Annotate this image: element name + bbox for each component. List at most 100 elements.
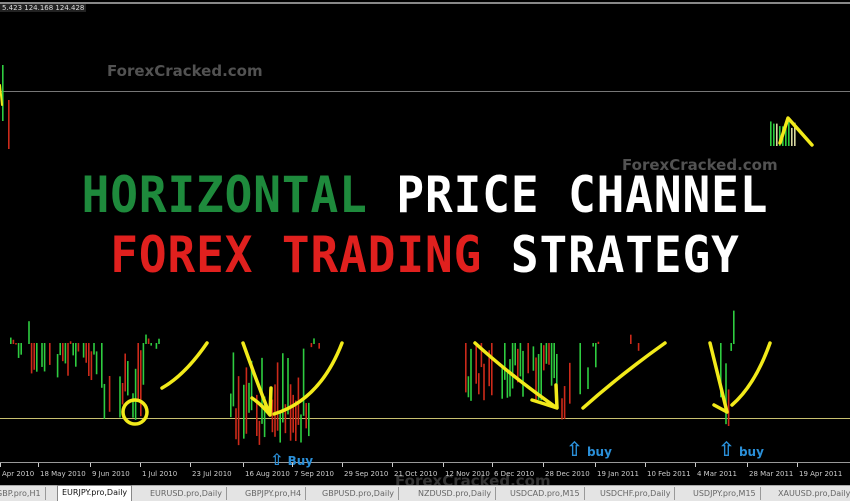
chart-tab[interactable]: USDJPY.pro,M15 (693, 487, 761, 500)
candle (142, 343, 145, 385)
candle (103, 383, 106, 419)
candle (511, 343, 514, 389)
candle (41, 343, 43, 367)
chart-tab[interactable]: GBPUSD.pro,Daily (322, 487, 400, 500)
headline-white-text: STRATEGY (510, 226, 740, 284)
time-axis-tick (140, 463, 141, 467)
price-chart[interactable] (0, 0, 850, 462)
candle (256, 394, 258, 436)
candle (300, 414, 302, 443)
candle (56, 354, 59, 378)
time-axis-tick (243, 463, 244, 467)
candle (274, 384, 276, 437)
chart-tab[interactable]: GBPJPY.pro,H4 (245, 487, 307, 500)
candle (773, 123, 775, 146)
candle (527, 343, 529, 374)
watermark: ForexCracked.com (107, 62, 263, 80)
time-axis-tick (797, 463, 798, 467)
candle (132, 393, 134, 418)
candle (465, 343, 467, 393)
candle (537, 353, 540, 400)
candle (121, 382, 124, 405)
time-axis-label: 4 Mar 2011 (697, 470, 737, 478)
candle (235, 408, 237, 440)
candle (95, 351, 98, 375)
candle (483, 363, 485, 401)
candle (305, 403, 307, 429)
chart-tab[interactable]: USDCHF.pro,Daily (600, 487, 676, 500)
candle (302, 348, 305, 416)
arrow-up-outline-icon: ⇧ (566, 437, 583, 461)
candle (8, 100, 10, 149)
candle (733, 310, 735, 344)
chart-tab[interactable]: EURJPY.pro,Daily (57, 485, 133, 501)
time-axis-tick (0, 463, 1, 467)
time-axis-label: 10 Feb 2011 (647, 470, 691, 478)
headline-line-1: HORIZONTAL PRICE CHANNEL (34, 165, 816, 225)
chart-tab[interactable]: USDCAD.pro,M15 (510, 487, 585, 500)
annotation-curve (160, 341, 209, 390)
annotation-curve (730, 341, 772, 407)
chart-tab[interactable]: NZDUSD.pro,Daily (418, 487, 497, 500)
candle (725, 363, 727, 425)
candle (587, 367, 589, 390)
candle (284, 404, 287, 434)
candle (794, 122, 796, 146)
candle (540, 343, 542, 401)
time-axis-tick (492, 463, 493, 467)
candle (101, 343, 103, 388)
annotation-curve (272, 341, 344, 416)
candle (543, 345, 545, 371)
candle (282, 353, 284, 423)
headline-line-2: FOREX TRADING STRATEGY (34, 225, 816, 285)
time-axis-label: 9 Jun 2010 (92, 470, 130, 478)
chart-tab[interactable]: EURUSD.pro,Daily (150, 487, 227, 500)
time-axis-label: 18 May 2010 (40, 470, 86, 478)
candle (276, 362, 279, 431)
candle (72, 343, 74, 356)
candle (75, 343, 77, 367)
candle (108, 375, 111, 412)
candle (579, 343, 581, 395)
candle (504, 343, 506, 380)
candle (730, 343, 732, 351)
candle (491, 343, 493, 396)
buy-signal: ⇧ buy (718, 437, 764, 461)
candle (597, 341, 600, 344)
candle (289, 384, 292, 441)
candle (124, 353, 126, 392)
candle (263, 396, 266, 438)
time-axis-tick (38, 463, 39, 467)
candle (17, 343, 20, 358)
headline-green-text: HORIZONTAL (81, 166, 368, 224)
candle (776, 123, 778, 146)
candle (770, 121, 772, 146)
candle (535, 357, 537, 401)
candle (248, 382, 250, 413)
candle (90, 351, 93, 381)
candle (140, 350, 142, 417)
chart-tab[interactable]: GBP.pro,H1 (0, 487, 46, 500)
channel-lower-line (0, 418, 850, 419)
chart-tabs-bar: GBP.pro,H1 EURJPY.pro,Daily EURUSD.pro,Dai… (0, 485, 850, 501)
candle (488, 350, 490, 387)
candle (514, 343, 516, 366)
candle (119, 376, 121, 418)
candle (77, 343, 80, 352)
ohlc-readout: 5.423 124.168 124.428 (0, 4, 87, 12)
candle (15, 343, 17, 345)
candle (12, 339, 15, 344)
buy-label: Buy (287, 454, 314, 468)
candle (548, 343, 550, 365)
candle (569, 362, 571, 404)
time-axis-line (0, 462, 850, 463)
candle (243, 384, 245, 439)
time-axis-label: 1 Jul 2010 (142, 470, 178, 478)
candle (127, 361, 129, 396)
candle (30, 343, 33, 374)
time-axis-label: 19 Apr 2011 (799, 470, 843, 478)
candle (556, 353, 558, 398)
candle (2, 65, 4, 121)
chart-tab[interactable]: XAUUSD.pro,Daily (778, 487, 850, 500)
time-axis-tick (190, 463, 191, 467)
